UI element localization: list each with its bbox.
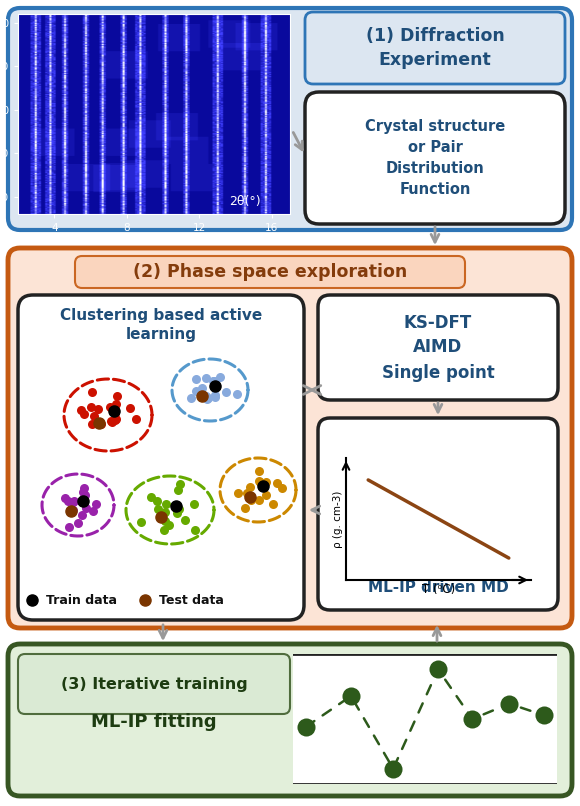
FancyBboxPatch shape	[318, 295, 558, 400]
FancyBboxPatch shape	[8, 644, 572, 796]
X-axis label: T (ᵒC): T (ᵒC)	[422, 583, 455, 596]
FancyBboxPatch shape	[8, 8, 572, 230]
Text: 2θ(°): 2θ(°)	[229, 195, 260, 208]
Text: Crystal structure
or Pair
Distribution
Function: Crystal structure or Pair Distribution F…	[365, 119, 505, 197]
Text: (2) Phase space exploration: (2) Phase space exploration	[133, 263, 407, 281]
Text: Clustering based active
learning: Clustering based active learning	[60, 308, 262, 343]
Text: (3) Iterative training: (3) Iterative training	[61, 676, 248, 692]
FancyBboxPatch shape	[305, 12, 565, 84]
FancyBboxPatch shape	[18, 654, 290, 714]
FancyBboxPatch shape	[318, 418, 558, 610]
Text: Train data: Train data	[46, 593, 117, 606]
Text: ML-IP fitting: ML-IP fitting	[91, 713, 217, 731]
FancyBboxPatch shape	[75, 256, 465, 288]
Y-axis label: ρ (g. cm-3): ρ (g. cm-3)	[334, 490, 343, 548]
Text: KS-DFT
AIMD
Single point: KS-DFT AIMD Single point	[382, 314, 494, 381]
Text: ML-IP driven MD: ML-IP driven MD	[368, 580, 509, 596]
FancyBboxPatch shape	[18, 295, 304, 620]
X-axis label: 2θ(°): 2θ(°)	[139, 235, 169, 247]
FancyBboxPatch shape	[305, 92, 565, 224]
Text: Test data: Test data	[159, 593, 224, 606]
FancyBboxPatch shape	[288, 654, 562, 784]
FancyBboxPatch shape	[8, 248, 572, 628]
Text: (1) Diffraction
Experiment: (1) Diffraction Experiment	[365, 27, 505, 69]
